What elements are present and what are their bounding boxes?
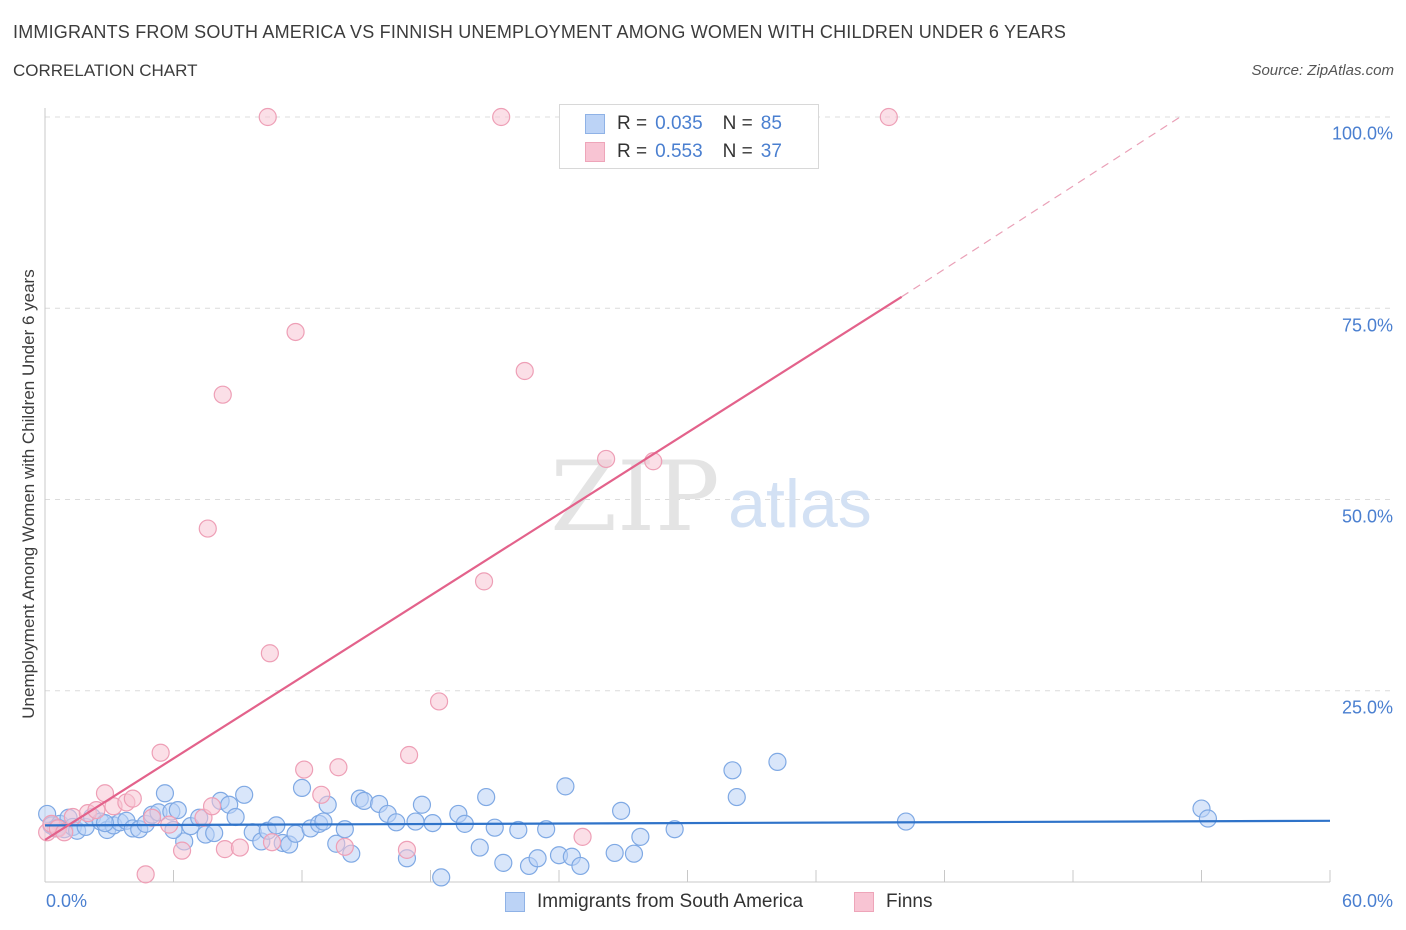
r-label: R = — [617, 113, 648, 134]
stats-legend: R = 0.035 N = 85 R = 0.553 N = 37 — [559, 104, 819, 169]
data-point-finns — [597, 449, 616, 469]
y-axis-label: Unemployment Among Women with Children U… — [19, 269, 38, 719]
data-point-immigrants — [432, 868, 451, 887]
trend-line-finns-extension — [901, 116, 1181, 298]
data-point-immigrants — [205, 823, 224, 843]
data-point-immigrants — [155, 784, 175, 803]
data-point-immigrants — [1198, 809, 1218, 828]
data-point-finns — [172, 841, 192, 860]
r-label: R = — [617, 141, 648, 162]
x-tick-label-min: 0.0% — [46, 891, 88, 911]
data-point-immigrants — [631, 827, 650, 846]
data-point-finns — [230, 838, 249, 857]
data-point-immigrants — [624, 844, 644, 863]
data-point-finns — [202, 797, 222, 816]
data-point-immigrants — [235, 785, 254, 804]
data-point-immigrants — [477, 787, 496, 807]
data-point-finns — [515, 361, 534, 381]
data-point-immigrants — [605, 843, 624, 863]
y-tick-label-50: 50.0% — [1341, 506, 1393, 527]
trend-line-finns — [44, 295, 903, 841]
data-point-finns — [136, 865, 155, 884]
data-point-immigrants — [226, 807, 245, 827]
data-point-immigrants — [528, 849, 547, 868]
data-point-immigrants — [612, 801, 631, 820]
legend-swatch-blue — [505, 892, 525, 912]
data-point-immigrants — [571, 856, 590, 876]
data-point-immigrants — [292, 778, 312, 798]
data-point-finns — [151, 743, 170, 762]
watermark-atlas: atlas — [728, 466, 872, 542]
data-point-finns — [879, 107, 898, 127]
data-point-finns — [397, 840, 417, 859]
data-point-immigrants — [485, 818, 504, 837]
data-point-immigrants — [665, 820, 684, 839]
data-point-immigrants — [314, 812, 333, 831]
data-point-immigrants — [95, 813, 115, 833]
data-point-finns — [198, 519, 217, 538]
r-value-blue: 0.035 — [655, 113, 703, 134]
data-point-immigrants — [470, 838, 489, 857]
y-tick-label-100: 100.0% — [1331, 123, 1393, 144]
n-value-blue: 85 — [760, 113, 782, 134]
data-point-immigrants — [556, 777, 575, 796]
y-tick-label-25: 25.0% — [1341, 697, 1393, 718]
data-point-immigrants — [768, 752, 787, 771]
data-point-finns — [142, 808, 162, 827]
data-point-finns — [295, 760, 314, 779]
legend-item-finns[interactable]: Finns — [854, 888, 932, 916]
data-point-finns — [123, 789, 142, 808]
data-point-immigrants — [412, 795, 432, 814]
data-point-immigrants — [168, 800, 187, 820]
n-label: N = — [722, 141, 753, 162]
y-tick-label-75: 75.0% — [1341, 315, 1393, 336]
data-point-immigrants — [723, 761, 742, 780]
data-point-immigrants — [406, 812, 425, 831]
data-point-finns — [474, 572, 494, 591]
data-point-finns — [215, 840, 234, 859]
data-point-finns — [429, 692, 449, 711]
data-point-finns — [262, 833, 282, 852]
data-point-finns — [286, 322, 305, 342]
stats-row-blue: R = 0.035 N = 85 — [585, 112, 782, 136]
data-point-finns — [399, 745, 419, 765]
data-point-finns — [260, 644, 279, 663]
data-point-immigrants — [494, 853, 513, 872]
x-tick-label-max: 60.0% — [1341, 891, 1393, 911]
data-point-finns — [312, 785, 331, 804]
legend-label-finns: Finns — [886, 891, 933, 912]
chart-title: IMMIGRANTS FROM SOUTH AMERICA VS FINNISH… — [13, 22, 1067, 42]
watermark-zip: ZIP — [550, 441, 719, 553]
blue-swatch — [585, 114, 605, 134]
data-point-finns — [335, 837, 354, 856]
legend-swatch-pink — [854, 892, 874, 912]
chart-subtitle: CORRELATION CHART — [13, 61, 198, 80]
n-label: N = — [722, 113, 753, 134]
data-point-immigrants — [537, 820, 556, 839]
data-point-finns — [213, 385, 232, 404]
data-point-finns — [329, 758, 348, 777]
n-value-pink: 37 — [760, 141, 782, 162]
source-label: Source: ZipAtlas.com — [1251, 62, 1394, 79]
data-point-finns — [258, 107, 277, 127]
trend-line-immigrants — [44, 819, 1331, 827]
data-point-immigrants — [355, 791, 374, 811]
r-value-pink: 0.553 — [655, 141, 703, 162]
pink-swatch — [585, 142, 605, 162]
data-point-finns — [492, 107, 511, 127]
legend-label-immigrants: Immigrants from South America — [537, 891, 804, 912]
data-point-immigrants — [509, 820, 528, 840]
stats-row-pink: R = 0.553 N = 37 — [585, 140, 782, 164]
data-point-finns — [573, 827, 592, 846]
data-point-immigrants — [387, 813, 406, 832]
legend-item-immigrants[interactable]: Immigrants from South America — [505, 888, 803, 916]
data-point-immigrants — [727, 787, 746, 807]
